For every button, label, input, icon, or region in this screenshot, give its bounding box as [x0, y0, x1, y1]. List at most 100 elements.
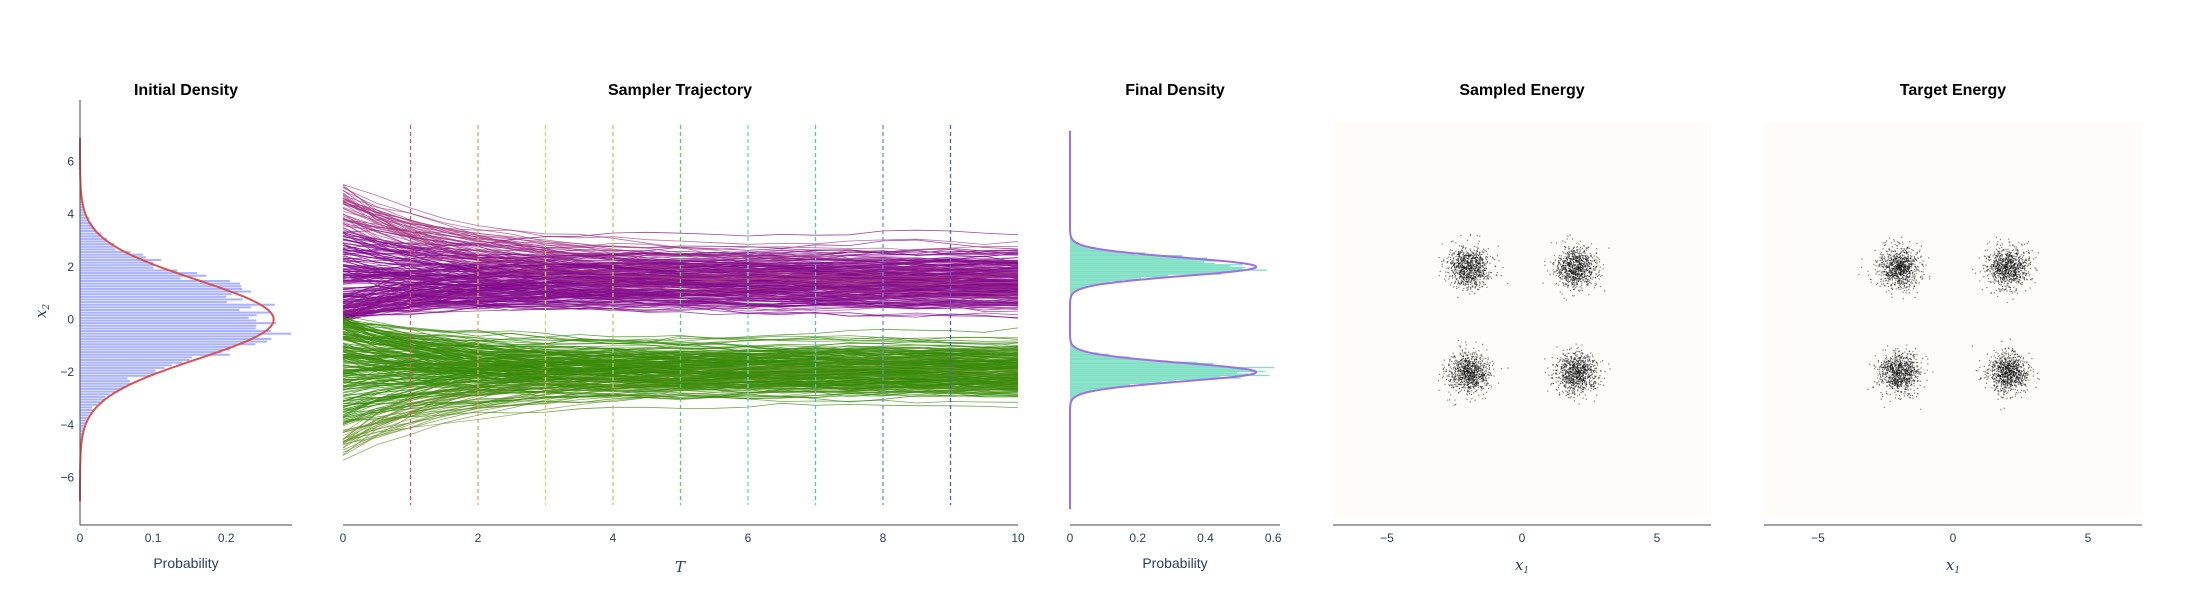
sample-point [1566, 274, 1568, 276]
sample-point [1468, 393, 1470, 395]
sample-point [1579, 263, 1581, 265]
sample-point [1896, 241, 1898, 243]
hist-bar [1070, 244, 1084, 246]
sample-point [1457, 265, 1459, 267]
hist-bar [1070, 283, 1100, 286]
sample-point [1569, 368, 1571, 370]
sample-point [1591, 278, 1593, 280]
sample-point [1484, 269, 1487, 271]
sample-point [1469, 262, 1471, 264]
sample-point [1452, 372, 1454, 374]
sample-point [1450, 383, 1452, 385]
sample-point [1460, 382, 1462, 384]
sample-point [1470, 372, 1472, 374]
sample-point [1455, 382, 1457, 384]
hist-bar [80, 256, 147, 259]
sample-point [1457, 377, 1460, 379]
sample-point [1555, 389, 1557, 391]
sample-point [1462, 374, 1464, 376]
hist-bar [80, 366, 165, 369]
sample-point [1442, 375, 1444, 377]
sample-point [1898, 242, 1900, 244]
sample-point [1479, 258, 1481, 260]
sample-point [1590, 370, 1593, 372]
sample-point [1477, 368, 1479, 370]
sample-point [1880, 274, 1882, 276]
trajectory-line [342, 258, 1019, 273]
hist-bar [80, 385, 126, 388]
sample-point [1577, 280, 1579, 282]
hist-bar [80, 266, 154, 269]
panel-target-energy: Target Energy −5 0 5 x1 [1764, 82, 2142, 576]
hist-bar [80, 269, 178, 272]
sample-point [1480, 362, 1482, 364]
hist-bar [1070, 245, 1089, 248]
sample-point [1442, 368, 1445, 370]
sample-point [1585, 268, 1587, 270]
sample-point [1456, 278, 1458, 280]
sample-point [1585, 247, 1587, 249]
sample-point [1570, 279, 1572, 281]
sample-point [1572, 252, 1574, 254]
hist-bar [80, 414, 89, 417]
sample-point [1563, 265, 1565, 267]
sample-point [1460, 270, 1462, 272]
sample-point [1482, 272, 1484, 274]
sample-point [1582, 386, 1584, 388]
sample-point [1458, 378, 1460, 380]
sample-point [1464, 368, 1466, 370]
sample-point [1474, 365, 1476, 367]
hist-bar [1070, 398, 1073, 400]
sample-point [1464, 277, 1466, 279]
sample-point [1453, 387, 1455, 389]
sample-point [1565, 283, 1567, 286]
sample-point [1594, 376, 1596, 378]
sample-point [1583, 251, 1585, 253]
hist-bar [1070, 384, 1130, 386]
sample-point [1464, 360, 1466, 362]
sample-point [1582, 370, 1584, 372]
sample-point [1459, 378, 1461, 380]
sample-point [1494, 265, 1496, 267]
sample-point [1572, 265, 1574, 267]
sample-point [1556, 282, 1558, 284]
hist-bar [80, 201, 83, 204]
sample-point [1557, 377, 1559, 379]
sample-point [1582, 357, 1584, 359]
sample-point [1588, 257, 1590, 259]
sample-point [1456, 253, 1458, 256]
sample-point [1471, 272, 1473, 274]
sample-point [1475, 255, 1478, 258]
sample-point [1566, 262, 1568, 264]
hist-bar [80, 264, 154, 267]
sample-point [1480, 262, 1482, 264]
sample-point [1475, 374, 1477, 376]
sample-point [1477, 263, 1479, 265]
sample-point [1590, 272, 1592, 274]
sample-point [1598, 259, 1601, 261]
sample-point [1560, 263, 1562, 265]
sample-point [1449, 370, 1451, 372]
sample-point [1454, 375, 1456, 377]
hist-bar [1070, 356, 1130, 358]
ylabel-x2: x2 [32, 304, 52, 318]
sample-point [1471, 251, 1473, 253]
sample-point [1571, 282, 1574, 284]
sampled-energy-points [1437, 233, 1611, 406]
sample-point [1890, 285, 1892, 287]
sample-point [1892, 260, 1894, 263]
sample-point [1450, 394, 1452, 396]
sample-point [1593, 382, 1595, 384]
sample-point [1471, 370, 1473, 372]
sample-point [1575, 259, 1577, 262]
sample-point [1904, 248, 1906, 250]
sample-point [1479, 278, 1481, 280]
y-tick-label: 6 [67, 155, 74, 169]
sample-point [1579, 251, 1581, 253]
sample-point [1544, 358, 1546, 360]
sample-point [1481, 388, 1483, 390]
sample-point [1603, 377, 1606, 379]
sample-point [1565, 371, 1567, 373]
hist-bar [80, 258, 161, 261]
sample-point [1466, 378, 1468, 380]
